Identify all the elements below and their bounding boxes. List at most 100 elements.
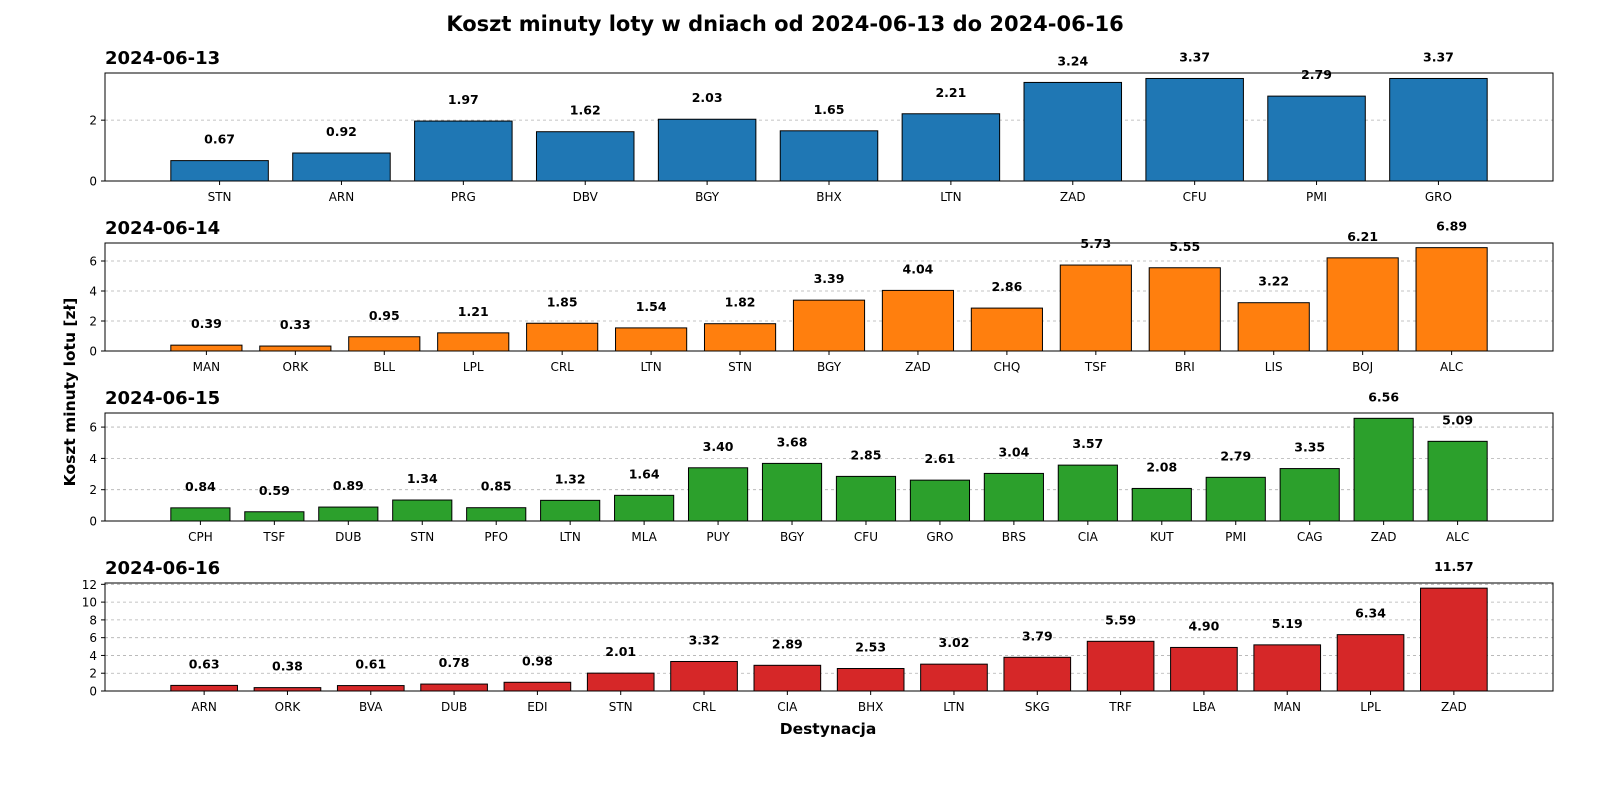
bar-lpl xyxy=(437,332,510,352)
data-label: 2.01 xyxy=(605,644,636,659)
data-label: 2.89 xyxy=(772,636,803,651)
data-label: 0.89 xyxy=(333,478,364,493)
data-label: 1.34 xyxy=(407,471,438,486)
x-tick-label: STN xyxy=(609,700,633,714)
y-tick-label: 8 xyxy=(89,613,97,627)
x-tick-label: ORK xyxy=(283,360,310,374)
bar-ltn xyxy=(540,499,601,522)
x-tick-label: BGY xyxy=(817,360,842,374)
bar-cfu xyxy=(1145,77,1244,182)
x-tick-label: DBV xyxy=(573,190,599,204)
plot-frame xyxy=(104,582,1554,692)
subplot-title: 2024-06-14 xyxy=(105,218,220,239)
data-label: 3.04 xyxy=(998,444,1029,459)
bar-dub xyxy=(420,683,488,692)
bar-crl xyxy=(670,660,738,692)
x-tick-label: MLA xyxy=(631,530,657,544)
data-label: 3.35 xyxy=(1294,440,1325,455)
x-tick-label: CIA xyxy=(1078,530,1099,544)
data-label: 5.09 xyxy=(1442,412,1473,427)
x-tick-label: DUB xyxy=(441,700,467,714)
x-tick-label: BGY xyxy=(695,190,720,204)
data-label: 4.90 xyxy=(1188,618,1219,633)
y-tick-label: 10 xyxy=(82,596,97,610)
data-label: 4.04 xyxy=(903,261,934,276)
bar-tsf xyxy=(244,511,305,522)
subplot-4: 0.63 ARN 0.38 ORK 0.61 BVA 0.78 DUB 0.98 EDI 2.01 S… xyxy=(82,558,1554,714)
x-tick-label: PMI xyxy=(1225,530,1246,544)
bar-arn xyxy=(170,684,238,692)
data-label: 2.79 xyxy=(1301,67,1332,82)
bar-kut xyxy=(1131,487,1192,522)
x-tick-label: LTN xyxy=(943,700,964,714)
plot-frame xyxy=(104,412,1554,522)
data-label: 3.57 xyxy=(1072,436,1103,451)
data-label: 5.59 xyxy=(1105,612,1136,627)
bar-ltn xyxy=(920,663,988,692)
data-label: 1.85 xyxy=(547,294,578,309)
subplot-title: 2024-06-13 xyxy=(105,48,220,69)
data-label: 0.39 xyxy=(191,316,222,331)
data-label: 0.33 xyxy=(280,317,311,332)
x-tick-label: EDI xyxy=(527,700,547,714)
data-label: 3.40 xyxy=(703,439,734,454)
x-tick-label: TRF xyxy=(1108,700,1132,714)
bar-puy xyxy=(687,467,749,522)
y-tick-label: 6 xyxy=(89,255,97,269)
x-tick-label: ORK xyxy=(275,700,302,714)
x-tick-label: PMI xyxy=(1306,190,1327,204)
x-tick-label: ALC xyxy=(1440,360,1463,374)
bar-cfu xyxy=(835,475,897,522)
bar-pmi xyxy=(1267,95,1366,182)
y-tick-label: 4 xyxy=(89,452,97,466)
data-label: 2.86 xyxy=(991,279,1022,294)
y-tick-label: 0 xyxy=(89,515,97,529)
data-label: 0.85 xyxy=(481,479,512,494)
chart-title: Koszt minuty loty w dniach od 2024-06-13… xyxy=(446,12,1123,36)
data-label: 1.54 xyxy=(636,299,667,314)
x-tick-label: ARN xyxy=(191,700,217,714)
y-tick-label: 0 xyxy=(89,175,97,189)
subplot-title: 2024-06-15 xyxy=(105,388,220,409)
data-label: 3.37 xyxy=(1179,49,1210,64)
bar-trf xyxy=(1086,640,1155,692)
data-label: 3.79 xyxy=(1022,628,1053,643)
x-tick-label: LTN xyxy=(559,530,580,544)
bar-skg xyxy=(1003,656,1072,692)
y-tick-label: 4 xyxy=(89,649,97,663)
bar-bhx xyxy=(779,130,879,182)
x-tick-label: LTN xyxy=(940,190,961,204)
bar-brs xyxy=(983,472,1044,522)
bar-arn xyxy=(292,152,391,182)
data-label: 1.82 xyxy=(725,295,756,310)
y-tick-label: 6 xyxy=(89,421,97,435)
x-tick-label: ZAD xyxy=(1060,190,1086,204)
bar-man xyxy=(170,344,243,352)
data-label: 1.32 xyxy=(555,471,586,486)
x-tick-label: ALC xyxy=(1446,530,1469,544)
plot-frame xyxy=(104,72,1554,182)
x-tick-label: ARN xyxy=(329,190,355,204)
x-tick-label: CRL xyxy=(550,360,574,374)
x-tick-label: LPL xyxy=(463,360,484,374)
bar-zad xyxy=(881,289,955,352)
data-label: 0.38 xyxy=(272,659,303,674)
x-axis-label: Destynacja xyxy=(780,720,877,738)
bar-ltn xyxy=(901,113,1001,182)
x-tick-label: BHX xyxy=(816,190,841,204)
data-label: 0.95 xyxy=(369,308,400,323)
x-tick-label: CAG xyxy=(1297,530,1323,544)
bar-ork xyxy=(259,345,332,352)
x-tick-label: LTN xyxy=(640,360,661,374)
bar-bgy xyxy=(792,299,866,352)
x-tick-label: BLL xyxy=(373,360,395,374)
bar-edi xyxy=(503,681,572,692)
bar-alc xyxy=(1427,440,1488,522)
data-label: 2.03 xyxy=(692,90,723,105)
x-tick-label: PUY xyxy=(706,530,730,544)
x-tick-label: PFO xyxy=(484,530,508,544)
y-tick-label: 2 xyxy=(89,114,97,128)
data-label: 2.61 xyxy=(925,451,956,466)
data-label: 0.84 xyxy=(185,479,216,494)
